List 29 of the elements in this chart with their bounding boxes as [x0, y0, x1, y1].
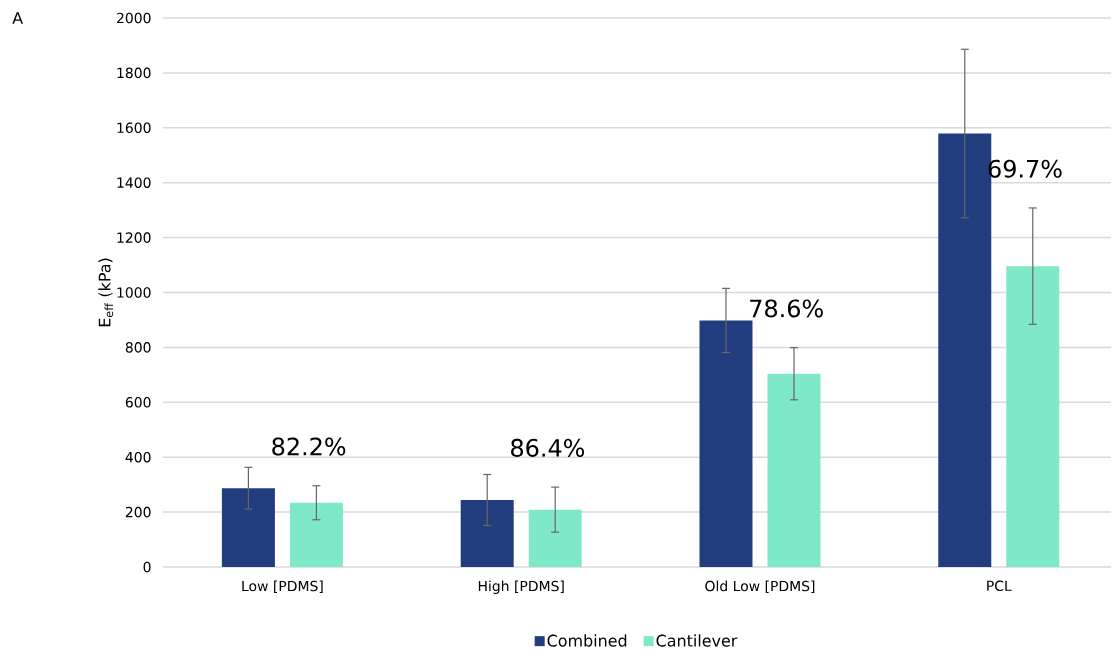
bar: [289, 502, 343, 567]
y-tick-label: 200: [125, 506, 151, 518]
x-tick-label: Low [PDMS]: [242, 580, 323, 593]
legend-label: Combined: [547, 634, 627, 647]
y-tick-label: 1600: [117, 122, 151, 134]
bar: [460, 500, 514, 567]
annotation: 82.2%: [272, 437, 346, 456]
y-tick-label: 1800: [117, 67, 151, 79]
y-tick-label: 800: [125, 342, 151, 353]
legend-label: Cantilever: [656, 634, 738, 647]
annotation: 78.6%: [750, 299, 823, 318]
y-tick-label: 1000: [117, 287, 151, 298]
y-tick-label: 1400: [117, 177, 151, 188]
bar: [528, 509, 582, 567]
y-tick-label: 600: [125, 397, 151, 408]
y-tick-label: 0: [143, 561, 151, 573]
text: A: [12, 12, 23, 24]
y-axis-title: E$_{eff}$ (kPa): [98, 258, 114, 327]
y-tick-label: 2000: [117, 12, 151, 24]
bar: [1006, 266, 1060, 567]
bar: [699, 320, 753, 567]
bar: [767, 373, 821, 567]
x-tick-label: High [PDMS]: [478, 580, 564, 595]
x-tick-label: PCL: [987, 580, 1012, 592]
y-tick-label: 1200: [117, 232, 151, 243]
x-tick-label: Old Low [PDMS]: [705, 580, 815, 593]
annotation: 86.4%: [511, 438, 585, 457]
y-tick-label: 400: [125, 451, 151, 463]
bar: [221, 488, 275, 567]
